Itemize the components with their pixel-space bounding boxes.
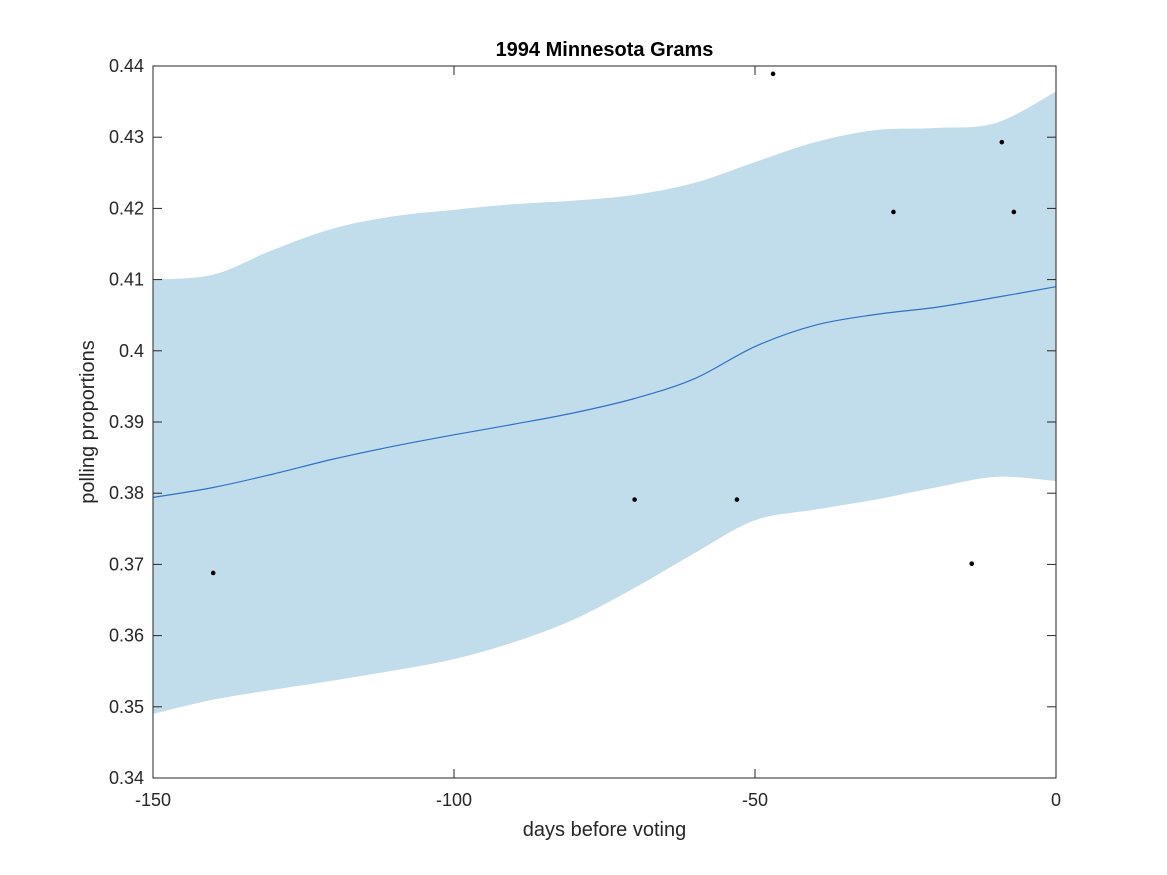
data-point (969, 561, 975, 566)
data-point (210, 570, 216, 576)
x-tick-labels: -150 -100 -50 0 (135, 790, 1061, 810)
data-point (770, 71, 776, 77)
data-point (1011, 209, 1017, 215)
y-axis-label: polling proportions (77, 340, 99, 503)
y-tick-label: 0.37 (109, 554, 144, 574)
y-tick-label: 0.39 (109, 412, 144, 432)
points-layer (210, 71, 1017, 576)
data-point (632, 497, 637, 502)
y-tick-label: 0.35 (109, 697, 144, 717)
line-layer (152, 286, 1057, 499)
x-tick-label: -150 (135, 790, 171, 810)
data-point (891, 209, 896, 215)
y-tick-label: 0.36 (109, 626, 144, 646)
y-tick-label: 0.44 (109, 56, 144, 76)
data-point (999, 139, 1005, 145)
x-tick-label: -100 (436, 790, 472, 810)
confidence-band (153, 91, 1056, 714)
y-tick-label: 0.4 (119, 341, 144, 361)
y-tick-label: 0.41 (109, 270, 144, 290)
ticks-layer (152, 65, 1057, 779)
data-point (734, 497, 740, 502)
x-axis-label: days before voting (523, 819, 686, 841)
x-tick-label: 0 (1051, 790, 1061, 810)
y-tick-labels: 0.34 0.35 0.36 0.37 0.38 0.39 0.4 0.41 0.42 0.43 0… (109, 56, 144, 788)
y-tick-label: 0.34 (109, 768, 144, 788)
y-tick-label: 0.42 (109, 198, 144, 218)
series-line-mean (152, 286, 1057, 499)
band-layer (153, 91, 1056, 714)
y-tick-label: 0.43 (109, 127, 144, 147)
y-tick-label: 0.38 (109, 483, 144, 503)
chart-title: 1994 Minnesota Grams (496, 39, 714, 61)
x-tick-label: -50 (742, 790, 768, 810)
